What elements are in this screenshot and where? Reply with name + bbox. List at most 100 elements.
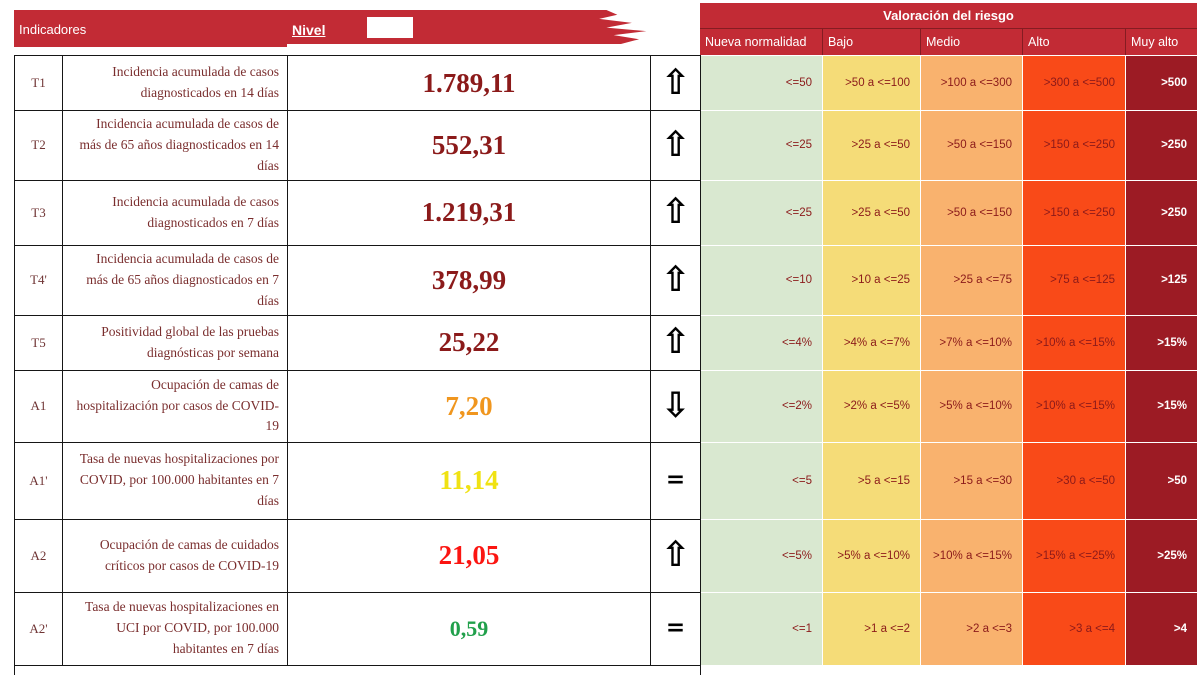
threshold-alto: >10% a <=15% — [1022, 369, 1126, 443]
threshold-medio: >7% a <=10% — [920, 314, 1023, 371]
indicator-value: 11,14 — [287, 441, 651, 520]
indicator-code: T5 — [14, 314, 63, 371]
threshold-nueva-normalidad: <=4% — [700, 314, 823, 371]
threshold-nueva-normalidad: <=5% — [700, 518, 823, 593]
indicadores-header: Indicadores — [14, 10, 287, 47]
threshold-medio: >100 a <=300 — [920, 55, 1023, 111]
equals-icon: = — [650, 441, 701, 520]
indicator-code: T1 — [14, 55, 63, 111]
redaction-box — [367, 17, 413, 38]
threshold-alto: >150 a <=250 — [1022, 179, 1126, 246]
indicator-code: A1 — [14, 369, 63, 443]
threshold-nueva-normalidad: <=2% — [700, 369, 823, 443]
threshold-bajo: >25 a <=50 — [822, 110, 921, 181]
indicator-value: 378,99 — [287, 244, 651, 316]
threshold-nueva-normalidad: <=25 — [700, 179, 823, 246]
threshold-nueva-normalidad: <=5 — [700, 441, 823, 520]
indicator-value: 552,31 — [287, 110, 651, 181]
risk-level-header-bajo: Bajo — [822, 28, 920, 55]
indicator-description: Incidencia acumulada de casos diagnostic… — [62, 55, 288, 111]
indicator-code: T2 — [14, 110, 63, 181]
threshold-alto: >150 a <=250 — [1022, 110, 1126, 181]
indicator-row: A1' Tasa de nuevas hospitalizaciones por… — [14, 441, 1198, 520]
threshold-muy-alto: >4 — [1125, 591, 1198, 666]
threshold-medio: >50 a <=150 — [920, 110, 1023, 181]
threshold-alto: >75 a <=125 — [1022, 244, 1126, 316]
threshold-bajo: >5% a <=10% — [822, 518, 921, 593]
threshold-nueva-normalidad: <=25 — [700, 110, 823, 181]
threshold-muy-alto: >250 — [1125, 110, 1198, 181]
indicator-code: T4' — [14, 244, 63, 316]
valoracion-title: Valoración del riesgo — [700, 3, 1197, 28]
threshold-bajo: >25 a <=50 — [822, 179, 921, 246]
up-arrow-icon: ⇧ — [650, 55, 701, 111]
indicator-description: Tasa de nuevas hospitalizaciones por COV… — [62, 441, 288, 520]
threshold-nueva-normalidad: <=1 — [700, 591, 823, 666]
footer-spacer — [700, 665, 1198, 675]
threshold-medio: >2 a <=3 — [920, 591, 1023, 666]
indicator-code: T3 — [14, 179, 63, 246]
down-arrow-icon: ⇩ — [650, 369, 701, 443]
indicator-value: 21,05 — [287, 518, 651, 593]
indicator-row: A2' Tasa de nuevas hospitalizaciones en … — [14, 591, 1198, 666]
threshold-muy-alto: >500 — [1125, 55, 1198, 111]
indicator-code: A1' — [14, 441, 63, 520]
indicator-description: Tasa de nuevas hospitalizaciones en UCI … — [62, 591, 288, 666]
indicator-value: 25,22 — [287, 314, 651, 371]
up-arrow-icon: ⇧ — [650, 110, 701, 181]
threshold-medio: >50 a <=150 — [920, 179, 1023, 246]
threshold-bajo: >10 a <=25 — [822, 244, 921, 316]
threshold-muy-alto: >15% — [1125, 369, 1198, 443]
threshold-alto: >30 a <=50 — [1022, 441, 1126, 520]
threshold-alto: >300 a <=500 — [1022, 55, 1126, 111]
indicator-row: A1 Ocupación de camas de hospitalización… — [14, 369, 1198, 443]
risk-level-header-medio: Medio — [920, 28, 1022, 55]
threshold-medio: >15 a <=30 — [920, 441, 1023, 520]
indicator-row: A2 Ocupación de camas de cuidados crític… — [14, 518, 1198, 593]
indicators-table: T1 Incidencia acumulada de casos diagnos… — [14, 55, 1198, 675]
indicator-value: 1.789,11 — [287, 55, 651, 111]
indicator-row: T1 Incidencia acumulada de casos diagnos… — [14, 55, 1198, 111]
indicator-description: Ocupación de camas de hospitalización po… — [62, 369, 288, 443]
nivel-header: Nivel — [287, 10, 647, 44]
indicator-value: 1.219,31 — [287, 179, 651, 246]
risk-level-header-nueva-normalidad: Nueva normalidad — [700, 28, 822, 55]
threshold-alto: >3 a <=4 — [1022, 591, 1126, 666]
table-header: Indicadores Nivel Valoración del riesgo … — [14, 0, 1197, 55]
risk-level-header-row: Nueva normalidad Bajo Medio Alto Muy alt… — [700, 28, 1197, 55]
threshold-medio: >5% a <=10% — [920, 369, 1023, 443]
indicator-row: T2 Incidencia acumulada de casos de más … — [14, 110, 1198, 181]
threshold-medio: >10% a <=15% — [920, 518, 1023, 593]
indicator-value: 0,59 — [287, 591, 651, 666]
threshold-muy-alto: >25% — [1125, 518, 1198, 593]
threshold-muy-alto: >250 — [1125, 179, 1198, 246]
threshold-bajo: >2% a <=5% — [822, 369, 921, 443]
threshold-alto: >15% a <=25% — [1022, 518, 1126, 593]
indicator-row: T3 Incidencia acumulada de casos diagnos… — [14, 179, 1198, 246]
indicator-code: A2' — [14, 591, 63, 666]
valoracion-header: Valoración del riesgo Nueva normalidad B… — [700, 3, 1197, 55]
threshold-medio: >25 a <=75 — [920, 244, 1023, 316]
footer-cell — [14, 664, 701, 675]
threshold-nueva-normalidad: <=50 — [700, 55, 823, 111]
equals-icon: = — [650, 591, 701, 666]
up-arrow-icon: ⇧ — [650, 518, 701, 593]
indicator-description: Positividad global de las pruebas diagnó… — [62, 314, 288, 371]
threshold-muy-alto: >50 — [1125, 441, 1198, 520]
indicator-value: 7,20 — [287, 369, 651, 443]
up-arrow-icon: ⇧ — [650, 244, 701, 316]
risk-level-header-muy-alto: Muy alto — [1125, 28, 1197, 55]
indicadores-label: Indicadores — [19, 22, 87, 37]
indicator-code: A2 — [14, 518, 63, 593]
risk-level-header-alto: Alto — [1022, 28, 1125, 55]
threshold-bajo: >4% a <=7% — [822, 314, 921, 371]
indicator-description: Ocupación de camas de cuidados críticos … — [62, 518, 288, 593]
indicator-description: Incidencia acumulada de casos diagnostic… — [62, 179, 288, 246]
empty-footer-row — [14, 664, 1198, 675]
threshold-nueva-normalidad: <=10 — [700, 244, 823, 316]
threshold-bajo: >50 a <=100 — [822, 55, 921, 111]
nivel-label: Nivel — [292, 22, 326, 38]
up-arrow-icon: ⇧ — [650, 314, 701, 371]
threshold-alto: >10% a <=15% — [1022, 314, 1126, 371]
